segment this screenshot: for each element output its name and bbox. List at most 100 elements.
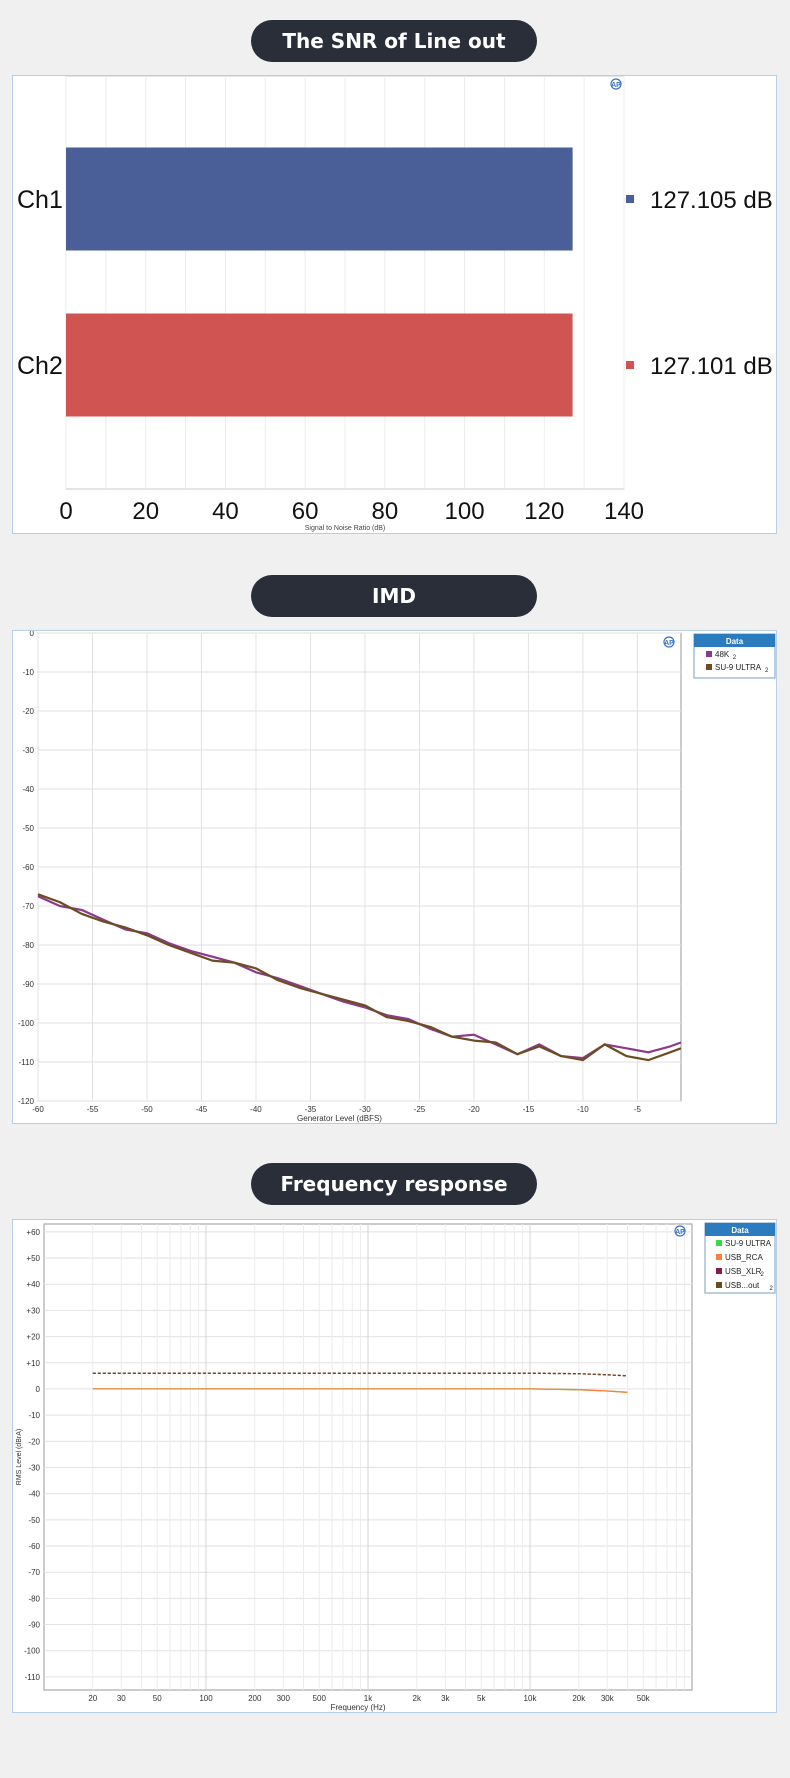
x-tick-label: 20	[88, 1694, 97, 1703]
x-tick-label: 1k	[364, 1694, 373, 1703]
y-tick-label: 0	[36, 1385, 41, 1394]
x-tick-label: -35	[305, 1105, 317, 1114]
x-tick-label: -55	[87, 1105, 99, 1114]
y-tick-label: -120	[18, 1097, 35, 1106]
x-tick-label: 500	[313, 1694, 327, 1703]
y-tick-label: -10	[28, 1411, 40, 1420]
x-tick-label: 20	[132, 498, 159, 525]
legend-title: Data	[731, 1226, 749, 1235]
x-tick-label: 2k	[413, 1694, 422, 1703]
value-marker	[626, 195, 634, 203]
legend-swatch	[706, 664, 712, 670]
series-line-2	[37, 893, 682, 1062]
y-tick-label: -40	[28, 1490, 40, 1499]
x-tick-label: 100	[445, 498, 485, 525]
y-tick-label: -110	[25, 1673, 41, 1682]
x-tick-label: -25	[414, 1105, 426, 1114]
x-tick-label: 50	[153, 1694, 162, 1703]
x-tick-label: 0	[59, 498, 72, 525]
x-tick-label: 40	[212, 498, 239, 525]
x-tick-label: 120	[524, 498, 564, 525]
legend-header	[694, 634, 775, 647]
ap-logo-icon	[674, 1225, 686, 1237]
legend-swatch	[716, 1254, 722, 1260]
snr-chart-panel: Ch1 127.105 dB Ch2 127.101 dB 0 20 40 60 80 100 12…	[12, 75, 777, 534]
x-tick-label: 30k	[601, 1694, 615, 1703]
x-tick-label: -45	[196, 1105, 208, 1114]
x-axis-label: Frequency (Hz)	[330, 1703, 385, 1712]
imd-chart: 0 -10 -20 -30 -40 -50 -60 -70 -80 -90 -100 -110 -120…	[18, 631, 776, 1123]
y-tick-label: -70	[22, 902, 34, 911]
snr-chart: Ch1 127.105 dB Ch2 127.101 dB 0 20 40 60 80 100 12…	[17, 76, 773, 532]
ap-logo-text: AP	[675, 1229, 685, 1236]
x-tick-label: 80	[372, 498, 399, 525]
y-tick-label: -60	[22, 863, 34, 872]
y-tick-label: -100	[18, 1019, 35, 1028]
x-tick-label: -20	[468, 1105, 480, 1114]
value-label: 127.101 dB	[650, 353, 773, 380]
y-tick-label: -20	[22, 707, 34, 716]
y-tick-label: -110	[19, 1058, 35, 1067]
y-tick-label: -40	[22, 785, 34, 794]
legend-entry-sub: 2	[733, 655, 737, 661]
x-tick-label: 300	[277, 1694, 291, 1703]
legend-entry: SU-9 ULTRA	[725, 1239, 772, 1248]
legend-entry: SU-9 ULTRA	[715, 663, 762, 672]
x-tick-label: -60	[32, 1105, 44, 1114]
legend-entry: USB_XLR	[725, 1267, 762, 1276]
y-tick-label: -100	[24, 1647, 41, 1656]
fr-chart: +60 +50 +40 +30 +20 +10 0 -10 -20 -30 -40 -50 -60 -70…	[16, 1222, 776, 1712]
legend-header	[705, 1223, 775, 1236]
legend-entry: USB_RCA	[725, 1253, 763, 1262]
series-line-4	[92, 1372, 628, 1377]
x-tick-label: 50k	[637, 1694, 651, 1703]
value-marker	[626, 361, 634, 369]
x-tick-label: -40	[250, 1105, 262, 1114]
category-label: Ch2	[17, 352, 63, 380]
y-tick-label: -30	[28, 1463, 40, 1472]
x-tick-label: 5k	[477, 1694, 486, 1703]
y-axis-label: RMS Level (dBrA)	[16, 1429, 23, 1485]
y-tick-label: -70	[28, 1568, 40, 1577]
y-tick-label: -50	[22, 824, 34, 833]
legend-swatch	[716, 1282, 722, 1288]
imd-section-title: IMD	[251, 575, 537, 617]
x-tick-label: -10	[577, 1105, 589, 1114]
y-tick-label: +30	[26, 1306, 40, 1315]
x-tick-label: -5	[634, 1105, 642, 1114]
series-line-1	[37, 895, 682, 1060]
y-tick-label: 0	[30, 631, 35, 638]
y-tick-label: +60	[26, 1228, 40, 1237]
bar-ch2	[66, 313, 573, 417]
legend-swatch	[716, 1240, 722, 1246]
ap-logo-text: AP	[664, 640, 674, 647]
fr-chart-panel: +60 +50 +40 +30 +20 +10 0 -10 -20 -30 -40 -50 -60 -70…	[12, 1219, 777, 1713]
y-tick-label: +40	[26, 1280, 40, 1289]
y-tick-label: -30	[22, 746, 34, 755]
x-tick-label: 200	[248, 1694, 262, 1703]
legend-title: Data	[726, 637, 744, 646]
legend-swatch	[706, 651, 712, 657]
x-tick-label: 60	[292, 498, 319, 525]
x-tick-label: 140	[604, 498, 644, 525]
y-tick-label: -50	[28, 1516, 40, 1525]
value-label: 127.105 dB	[650, 187, 773, 214]
y-tick-label: -80	[22, 941, 34, 950]
legend-swatch	[716, 1268, 722, 1274]
x-tick-label: 100	[199, 1694, 213, 1703]
x-tick-label: 10k	[524, 1694, 538, 1703]
y-tick-label: -20	[28, 1437, 40, 1446]
ap-logo-icon	[610, 78, 622, 90]
y-tick-label: -80	[28, 1594, 40, 1603]
legend-entry: USB...out	[725, 1281, 760, 1290]
y-tick-label: +10	[26, 1359, 40, 1368]
series-line-2	[92, 1388, 628, 1393]
ap-logo-text: AP	[611, 82, 621, 89]
legend-entry-sub: 2	[761, 1272, 765, 1278]
y-tick-label: +20	[26, 1333, 40, 1342]
snr-section-title: The SNR of Line out	[251, 20, 537, 62]
x-tick-label: 3k	[441, 1694, 450, 1703]
x-axis-label: Signal to Noise Ratio (dB)	[305, 525, 386, 532]
category-label: Ch1	[17, 186, 63, 214]
ap-logo-icon	[663, 636, 675, 648]
